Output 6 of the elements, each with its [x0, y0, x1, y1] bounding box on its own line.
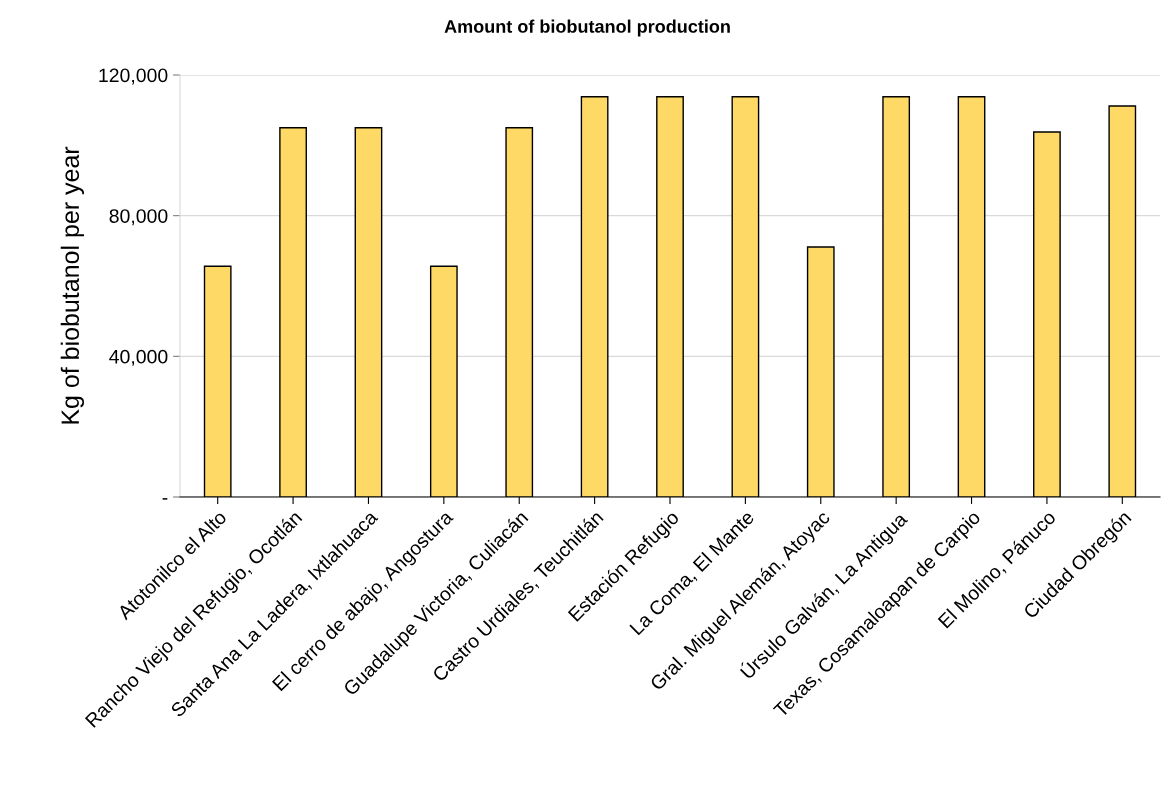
y-tick-label: 120,000 [99, 68, 168, 85]
chart-title: Amount of biobutanol production [444, 19, 730, 37]
y-tick-label: 40,000 [109, 349, 168, 366]
y-tick-label: - [162, 498, 168, 500]
y-tick-label: 80,000 [109, 209, 168, 226]
y-axis-title: Kg of biobutanol per year [60, 146, 85, 424]
